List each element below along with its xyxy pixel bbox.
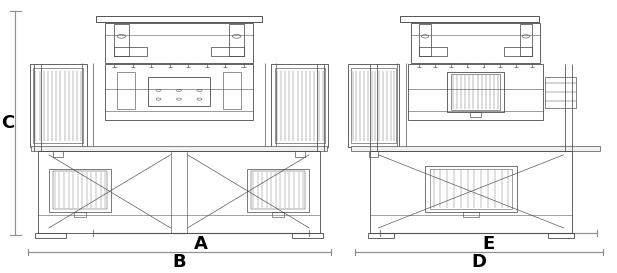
- Bar: [148, 77, 210, 106]
- Text: C: C: [1, 114, 15, 132]
- Bar: [450, 74, 500, 110]
- Bar: [230, 23, 244, 55]
- Bar: [545, 77, 576, 108]
- Bar: [347, 64, 399, 147]
- Bar: [30, 64, 87, 147]
- Bar: [170, 151, 188, 233]
- Bar: [292, 233, 323, 238]
- Bar: [447, 72, 503, 112]
- Bar: [35, 233, 66, 238]
- Bar: [419, 23, 431, 55]
- Bar: [400, 16, 539, 22]
- Bar: [212, 47, 244, 55]
- Bar: [504, 47, 532, 55]
- Bar: [105, 64, 253, 120]
- Bar: [38, 151, 320, 233]
- Bar: [53, 147, 64, 157]
- Bar: [370, 151, 572, 233]
- Bar: [273, 212, 284, 217]
- Bar: [251, 171, 305, 209]
- Bar: [547, 233, 574, 238]
- Bar: [352, 146, 600, 151]
- Bar: [114, 47, 146, 55]
- Bar: [419, 47, 447, 55]
- Bar: [463, 212, 479, 217]
- Bar: [114, 23, 129, 55]
- Bar: [49, 169, 111, 212]
- Bar: [275, 68, 325, 143]
- Bar: [411, 23, 540, 63]
- Bar: [117, 72, 135, 109]
- Bar: [247, 169, 309, 212]
- Bar: [96, 16, 262, 22]
- Bar: [31, 146, 326, 151]
- Bar: [368, 233, 394, 238]
- Text: D: D: [472, 253, 487, 271]
- Text: E: E: [482, 235, 495, 253]
- Bar: [369, 147, 378, 157]
- Bar: [294, 147, 305, 157]
- Bar: [33, 68, 83, 143]
- Text: A: A: [194, 235, 208, 253]
- Bar: [75, 212, 86, 217]
- Bar: [105, 23, 253, 63]
- Bar: [52, 171, 107, 209]
- Bar: [470, 112, 481, 117]
- Text: B: B: [173, 253, 186, 271]
- Bar: [520, 23, 532, 55]
- Bar: [424, 166, 517, 212]
- Bar: [408, 64, 543, 120]
- Bar: [430, 168, 511, 209]
- Bar: [350, 68, 396, 143]
- Bar: [223, 72, 241, 109]
- Bar: [271, 64, 328, 147]
